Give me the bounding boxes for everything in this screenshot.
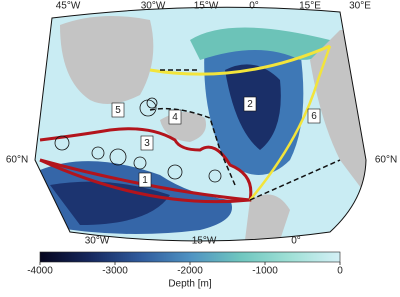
region-number: 5	[115, 105, 121, 116]
top-label: 15°W	[194, 1, 219, 12]
colorbar-tick-label: -4000	[27, 266, 53, 277]
bottom-label: 15°W	[192, 236, 217, 247]
colorbar-tick-label: 0	[337, 266, 343, 277]
colorbar	[39, 251, 341, 263]
region-box	[138, 172, 152, 188]
top-label: 30°E	[349, 1, 371, 12]
top-label: 0°	[249, 1, 259, 12]
colorbar-tick-label: -2000	[177, 266, 203, 277]
top-label: 15°E	[299, 1, 321, 12]
region-box	[307, 108, 321, 124]
top-label: 30°W	[141, 1, 166, 12]
right-label: 60°N	[375, 155, 397, 166]
region-number: 2	[247, 99, 253, 110]
left-label: 60°N	[6, 155, 28, 166]
region-box	[111, 102, 125, 118]
colorbar-tick-label: -1000	[252, 266, 278, 277]
map-frame	[34, 6, 367, 242]
region-number: 6	[311, 111, 317, 122]
colorbar-label: Depth [m]	[168, 279, 212, 290]
region-box	[168, 109, 182, 125]
region-number: 3	[144, 138, 150, 149]
region-number: 4	[172, 112, 178, 123]
colorbar-tick-label: -3000	[102, 266, 128, 277]
map-area	[35, 7, 366, 242]
bottom-label: 0°	[291, 236, 301, 247]
bottom-label: 30°W	[85, 236, 110, 247]
region-box	[243, 96, 257, 112]
top-label: 45°W	[56, 1, 81, 12]
region-number: 1	[142, 175, 148, 186]
region-box	[140, 135, 154, 151]
